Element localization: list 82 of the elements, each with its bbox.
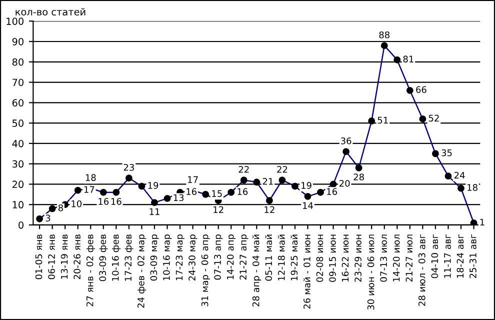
x-tick-label: 23-29 июн [354,234,362,282]
data-label: 36 [341,137,352,144]
data-label: 18 [468,184,478,191]
data-label: 12 [264,206,274,213]
y-tick-label: 30 [12,160,24,168]
y-tick-label: 100 [6,18,24,25]
data-label: 88 [379,31,390,38]
data-label: 10 [72,200,82,208]
data-label: 18 [86,174,96,181]
x-tick-label: 17-23 мар [176,234,184,280]
x-tick-label: 16-22 июн [342,234,349,282]
data-label: 22 [277,166,288,173]
x-tick-label: 27 янв - 02 фев [86,234,96,306]
x-tick-label: 30 июн - 06 июл [367,234,374,310]
data-label: 12 [214,206,224,213]
x-tick-label: 06-12 янв [48,234,55,280]
y-tick-label: 80 [12,58,24,66]
x-tick-label: 09-15 июн [329,234,336,282]
y-tick-label: 10 [12,201,24,208]
data-label: 17 [84,186,94,193]
x-tick-label: 18-24 авг [456,234,464,278]
data-label: 13 [174,194,184,202]
data-label: 16 [98,198,109,205]
x-tick-label: 01-05 янв [35,234,42,280]
data-label: 51 [378,116,388,124]
x-tick-label: 10-16 фев [112,234,121,281]
x-tick-label: 07-13 июл [380,234,387,282]
y-tick-label: 0 [18,221,24,229]
data-label: 14 [302,202,313,209]
data-label: 19 [302,182,312,189]
data-label: 19 [148,182,158,189]
y-tick-label: 40 [12,140,24,148]
x-tick-label: 04-10 авг [431,234,438,278]
x-tick-label: 17-23 фев [124,234,134,281]
data-label: 1 [480,218,484,226]
data-label: 24 [454,172,465,179]
y-axis-title: кол-во статей [16,8,86,16]
x-tick-label: 28 июл - 03 авг [418,234,426,306]
data-label: 16 [327,188,337,195]
x-tick-label: 13-19 янв [60,234,68,279]
data-label: 16 [111,198,122,205]
x-tick-label: 10-16 мар [163,234,172,280]
x-tick-label: 24 фев - 02 мар [138,234,146,308]
data-label: 3 [46,214,50,222]
data-label: 15 [212,190,222,198]
data-label: 28 [354,174,364,180]
data-label: 11 [150,208,160,215]
x-tick-label: 03-09 мар [150,234,159,281]
x-tick-label: 26 май - 01 июн [303,234,310,309]
data-label: 66 [416,86,426,94]
x-tick-label: 11-17 авг [444,234,451,278]
x-tick-label: 21-27 июл [406,234,413,282]
data-label: 16 [238,188,248,195]
x-tick-label: 07-13 апр [214,234,223,280]
data-label: 20 [340,180,350,187]
data-label: 35 [442,149,452,156]
x-tick-label: 14-20 апр [226,234,236,280]
x-tick-label: 03-09 фев [99,234,108,282]
x-tick-label: 31 мар - 06 апр [201,234,210,306]
y-tick-label: 70 [12,78,24,86]
data-label: 22 [238,166,249,173]
y-tick-label: 60 [12,99,24,106]
data-label: 17 [188,176,198,183]
data-label: 16 [186,188,197,195]
x-tick-label: 02-08 июн [316,234,324,282]
x-tick-label: 28 апр - 04 май [252,234,262,306]
x-tick-label: 05-11 май [265,234,272,281]
data-label: 52 [428,114,439,122]
x-tick-label: 19-25 май [290,234,298,280]
x-tick-label: 14-20 июл [392,234,400,282]
x-tick-label: 12-18 май [278,234,285,280]
x-tick-label: 24-30 мар [188,234,198,280]
y-tick-label: 50 [12,120,24,127]
data-label: 8 [58,204,64,212]
data-label: 81 [403,56,414,62]
data-label: 23 [124,164,134,171]
x-tick-label: 25-31 авг [470,234,476,278]
y-tick-label: 20 [12,180,24,188]
data-label: 21 [262,178,273,185]
y-tick-label: 90 [12,38,24,46]
x-tick-label: 20-26 янв [74,234,80,280]
x-tick-label: 21-27 апр [240,234,248,280]
